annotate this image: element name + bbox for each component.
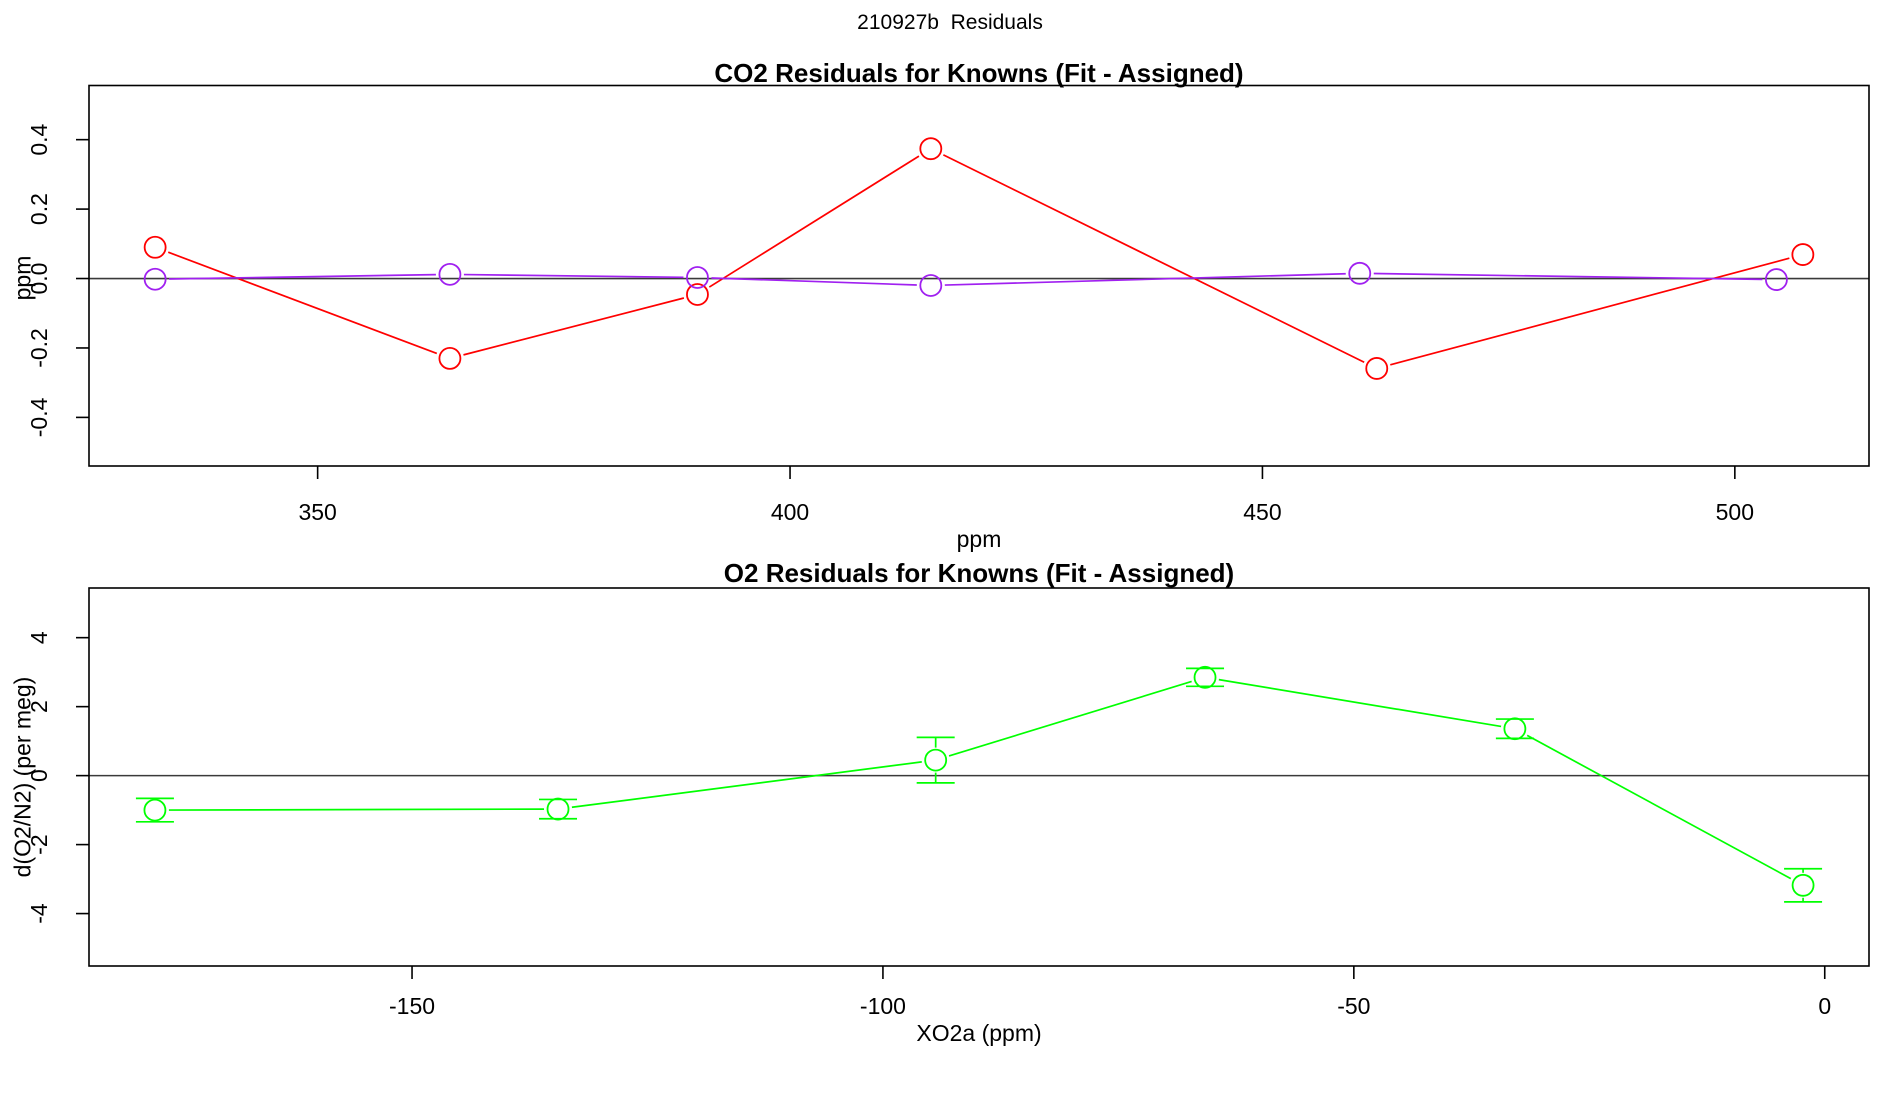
x-tick-label: 350 xyxy=(298,499,336,525)
plot-box xyxy=(88,84,1870,467)
series-line-segment xyxy=(944,272,1346,286)
series-line-segment xyxy=(1390,257,1790,366)
x-tick-label: 0 xyxy=(1818,993,1831,1019)
series-line-segment xyxy=(708,155,920,288)
series-line-segment xyxy=(1526,734,1792,880)
o2-chart-title: O2 Residuals for Knowns (Fit - Assigned) xyxy=(723,558,1235,588)
y-tick-label: 0.2 xyxy=(26,193,52,225)
chart-1: -150 -100 -50 0 -4 -2 0 2 4 xyxy=(26,587,1870,1019)
o2-xaxis-label: XO2a (ppm) xyxy=(916,1020,1042,1046)
series-line-segment xyxy=(711,277,917,286)
series-line-segment xyxy=(463,297,685,356)
data-point-marker xyxy=(143,798,167,822)
data-point-marker xyxy=(1765,268,1788,291)
series-line-segment xyxy=(169,273,436,280)
data-point-marker xyxy=(546,797,570,821)
data-point-marker xyxy=(1365,357,1389,380)
series-o2-residuals-green xyxy=(135,665,1823,903)
x-tick-label: -100 xyxy=(860,993,906,1019)
series-line-segment xyxy=(463,273,684,279)
y-tick-label: 0.0 xyxy=(26,263,52,295)
page-title: 210927b Residuals xyxy=(857,11,1043,34)
series-co2-residual-fit-red xyxy=(143,137,1815,380)
series-line-segment xyxy=(942,154,1365,364)
co2-chart-title: CO2 Residuals for Knowns (Fit - Assigned… xyxy=(714,58,1244,88)
data-point-marker xyxy=(919,137,943,161)
x-tick-label: -50 xyxy=(1337,993,1370,1019)
series-line-segment xyxy=(571,761,922,809)
series-line-segment xyxy=(1218,678,1502,728)
data-point-marker xyxy=(1791,243,1815,266)
data-point-marker xyxy=(686,266,709,289)
plot-box xyxy=(88,587,1870,967)
data-point-marker xyxy=(143,267,167,291)
data-point-marker xyxy=(919,274,943,297)
co2-yaxis-label: ppm xyxy=(9,255,36,301)
y-tick-label: 4 xyxy=(26,631,52,644)
data-point-marker xyxy=(1503,717,1527,741)
co2-xaxis-label: ppm xyxy=(956,526,1002,552)
x-tick-label: 400 xyxy=(771,499,809,525)
y-tick-label: -4 xyxy=(26,903,52,924)
data-point-marker xyxy=(1791,873,1815,897)
data-point-marker xyxy=(1193,665,1217,689)
series-co2-residual-fit-purple xyxy=(143,261,1788,297)
x-tick-label: 450 xyxy=(1243,499,1281,525)
data-point-marker xyxy=(143,235,167,259)
data-point-marker xyxy=(438,262,462,286)
y-tick-label: -2 xyxy=(26,834,52,854)
data-point-marker xyxy=(1348,261,1372,285)
y-tick-label: -0.4 xyxy=(26,397,52,437)
y-tick-label: -0.2 xyxy=(26,328,52,368)
series-line-segment xyxy=(948,680,1192,757)
y-tick-label: 2 xyxy=(26,700,52,713)
data-point-marker xyxy=(438,346,462,370)
y-tick-label: 0 xyxy=(26,769,52,782)
chart-0: 350 400 450 500 -0.4 -0.2 0.0 0.2 0.4 xyxy=(26,84,1870,525)
y-tick-label: 0.4 xyxy=(26,123,52,155)
x-tick-label: 500 xyxy=(1716,499,1754,525)
x-tick-label: -150 xyxy=(389,993,435,1019)
data-point-marker xyxy=(924,748,948,772)
series-line-segment xyxy=(168,808,545,811)
series-line-segment xyxy=(1373,272,1763,281)
o2-yaxis-label: d(O2/N2) (per meg) xyxy=(9,676,36,878)
series-line-segment xyxy=(167,251,438,355)
data-point-marker xyxy=(686,283,709,306)
